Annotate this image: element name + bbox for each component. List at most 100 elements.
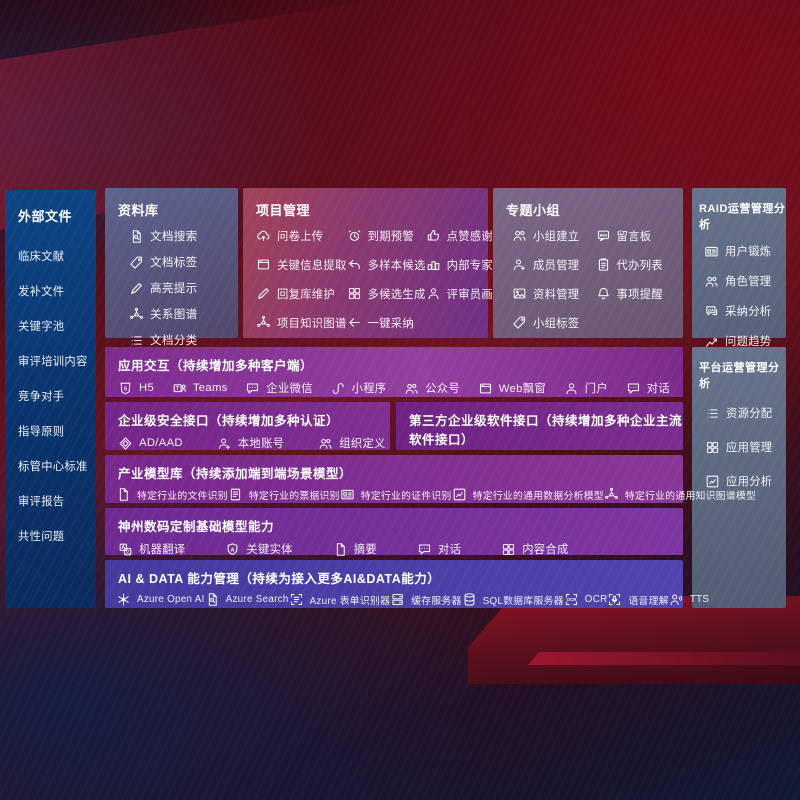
- raid-item[interactable]: 用户锻炼: [704, 243, 786, 259]
- feature-label: Azure Open AI: [137, 594, 205, 605]
- security-item[interactable]: AD/AAD: [118, 436, 183, 451]
- wecom-icon: [245, 381, 260, 396]
- sidebar-item[interactable]: 竞争对手: [18, 378, 96, 413]
- cloud-upload-icon: [256, 228, 271, 243]
- ai-data-item[interactable]: SQL数据库服务器: [462, 592, 564, 607]
- web-popup-icon: [478, 381, 493, 396]
- interaction-item[interactable]: 5 H5: [118, 381, 154, 396]
- project-item[interactable]: 点赞感谢: [426, 221, 517, 250]
- multi-generate-icon: [347, 286, 362, 301]
- panel-raid-title: RAID运营管理分析: [699, 203, 786, 231]
- group-item[interactable]: 成员管理: [512, 250, 596, 279]
- group-item[interactable]: 小组建立: [512, 221, 596, 250]
- industry-model-item[interactable]: 特定行业的通用数据分析模型: [452, 487, 604, 502]
- library-item[interactable]: 文档搜索: [129, 228, 238, 244]
- raid-item[interactable]: 问题趋势: [704, 333, 786, 349]
- industry-model-item[interactable]: 特定行业的票据识别: [228, 487, 340, 502]
- ai-data-item[interactable]: Azure 表单识别器: [289, 592, 391, 607]
- interaction-item[interactable]: 对话: [626, 380, 670, 396]
- ai-data-item[interactable]: 缓存服务器: [390, 592, 461, 607]
- project-item[interactable]: 评审员画像: [426, 279, 517, 308]
- feature-label: 多候选生成: [367, 288, 426, 301]
- library-item[interactable]: 文档标签: [129, 254, 238, 270]
- library-item[interactable]: 文档分类: [129, 332, 238, 348]
- project-item[interactable]: 一键采纳: [347, 308, 426, 337]
- sidebar-item[interactable]: 共性问题: [18, 518, 96, 553]
- group-item[interactable]: BBS 留言板: [596, 221, 680, 250]
- ai-data-item[interactable]: OCR OCR: [564, 592, 608, 607]
- feature-label: 指导原则: [18, 425, 65, 438]
- platform-item[interactable]: 应用分析: [705, 473, 786, 489]
- sidebar-item[interactable]: 审评报告: [18, 483, 96, 518]
- industry-model-item[interactable]: 特定行业的证件识别: [340, 487, 452, 502]
- base-model-item[interactable]: 内容合成: [501, 541, 568, 557]
- interaction-item[interactable]: 企业微信: [245, 380, 313, 396]
- adoption-analysis-icon: QA: [704, 304, 719, 319]
- ai-data-item[interactable]: Azure Search: [205, 592, 289, 607]
- svg-text:文: 文: [125, 548, 130, 555]
- panel-library-title: 资料库: [118, 203, 159, 218]
- sidebar-item[interactable]: 临床文献: [18, 238, 96, 273]
- expert-rank-icon: [426, 257, 441, 272]
- feature-label: 内容合成: [522, 544, 569, 556]
- industry-model-item[interactable]: 特定行业的通用知识图谱模型: [604, 487, 756, 502]
- project-item[interactable]: 项目知识图谱: [256, 308, 347, 337]
- base-model-item[interactable]: A 关键实体: [225, 541, 292, 557]
- raid-item[interactable]: QA 采纳分析: [704, 303, 786, 319]
- project-item[interactable]: 多候选生成: [347, 279, 426, 308]
- feature-label: 高亮提示: [150, 282, 198, 295]
- sidebar-list: 临床文献 发补文件 关键字池 审评培训内容 竞争对手 指导原则 标管中心标准 审…: [5, 238, 96, 553]
- sidebar-item[interactable]: 审评培训内容: [18, 343, 96, 378]
- project-item[interactable]: 关键信息提取: [256, 250, 347, 279]
- project-item[interactable]: 到期预警: [347, 221, 426, 250]
- ai-data-item[interactable]: TTS: [669, 592, 709, 607]
- base-model-item[interactable]: 对话: [417, 541, 461, 557]
- sidebar-item[interactable]: 标管中心标准: [18, 448, 96, 483]
- row-aidata-list: Azure Open AI Azure Search Azure 表单识别器 缓…: [105, 587, 709, 607]
- row-base-title: 神州数码定制基础模型能力: [118, 520, 275, 534]
- raid-item[interactable]: 角色管理: [704, 273, 786, 289]
- feature-label: 审评报告: [18, 495, 65, 508]
- row-aidata-title: AI & DATA 能力管理（持续为接入更多AI&DATA能力）: [118, 572, 441, 586]
- security-item[interactable]: 本地账号: [217, 435, 284, 451]
- miniprogram-icon: [331, 381, 346, 396]
- project-item[interactable]: 回复库维护: [256, 279, 347, 308]
- security-item[interactable]: 组织定义: [318, 435, 385, 451]
- base-model-item[interactable]: 摘要: [333, 541, 377, 557]
- ai-data-item[interactable]: Azure Open AI: [116, 592, 205, 607]
- teams-icon: T: [172, 381, 187, 396]
- library-item[interactable]: 关系图谱: [129, 306, 238, 322]
- sidebar-external-files: 外部文件 临床文献 发补文件 关键字池 审评培训内容 竞争对手 指导原则 标管中…: [5, 190, 96, 608]
- row-interaction-list: 5 H5 T Teams 企业微信 小程序 公众号 Web飘窗 门户 对话: [105, 374, 683, 396]
- library-item[interactable]: 高亮提示: [129, 280, 238, 296]
- group-item[interactable]: 资料管理: [512, 279, 596, 308]
- project-item[interactable]: 多样本候选: [347, 250, 426, 279]
- svg-text:5: 5: [124, 386, 127, 392]
- interaction-item[interactable]: 小程序: [331, 380, 387, 396]
- feature-label: 应用分析: [726, 476, 773, 488]
- content-synthesis-icon: [501, 542, 516, 557]
- group-item[interactable]: 事项提醒: [596, 279, 680, 308]
- group-item[interactable]: 小组标签: [512, 308, 596, 337]
- interaction-item[interactable]: T Teams: [172, 381, 228, 396]
- platform-item[interactable]: 应用管理: [705, 439, 786, 455]
- sidebar-item[interactable]: 指导原则: [18, 413, 96, 448]
- sidebar-item[interactable]: 发补文件: [18, 273, 96, 308]
- platform-item[interactable]: 资源分配: [705, 405, 786, 421]
- panel-group-title: 专题小组: [506, 203, 561, 218]
- feature-label: 关键实体: [246, 544, 293, 556]
- project-item[interactable]: 问卷上传: [256, 221, 347, 250]
- sidebar-title: 外部文件: [18, 209, 73, 224]
- interaction-item[interactable]: Web飘窗: [478, 380, 546, 396]
- panel-project-grid: 问卷上传 到期预警 点赞感谢 关键信息提取 多样本候选 内部专家排名 回复库维护…: [243, 219, 516, 337]
- ai-data-item[interactable]: 语音理解: [607, 592, 669, 607]
- feature-label: 用户锻炼: [725, 246, 772, 258]
- sidebar-item[interactable]: 关键字池: [18, 308, 96, 343]
- interaction-item[interactable]: 门户: [564, 380, 608, 396]
- interaction-item[interactable]: 公众号: [404, 380, 460, 396]
- industry-model-item[interactable]: 特定行业的文件识别: [116, 487, 228, 502]
- group-item[interactable]: 代办列表: [596, 250, 680, 279]
